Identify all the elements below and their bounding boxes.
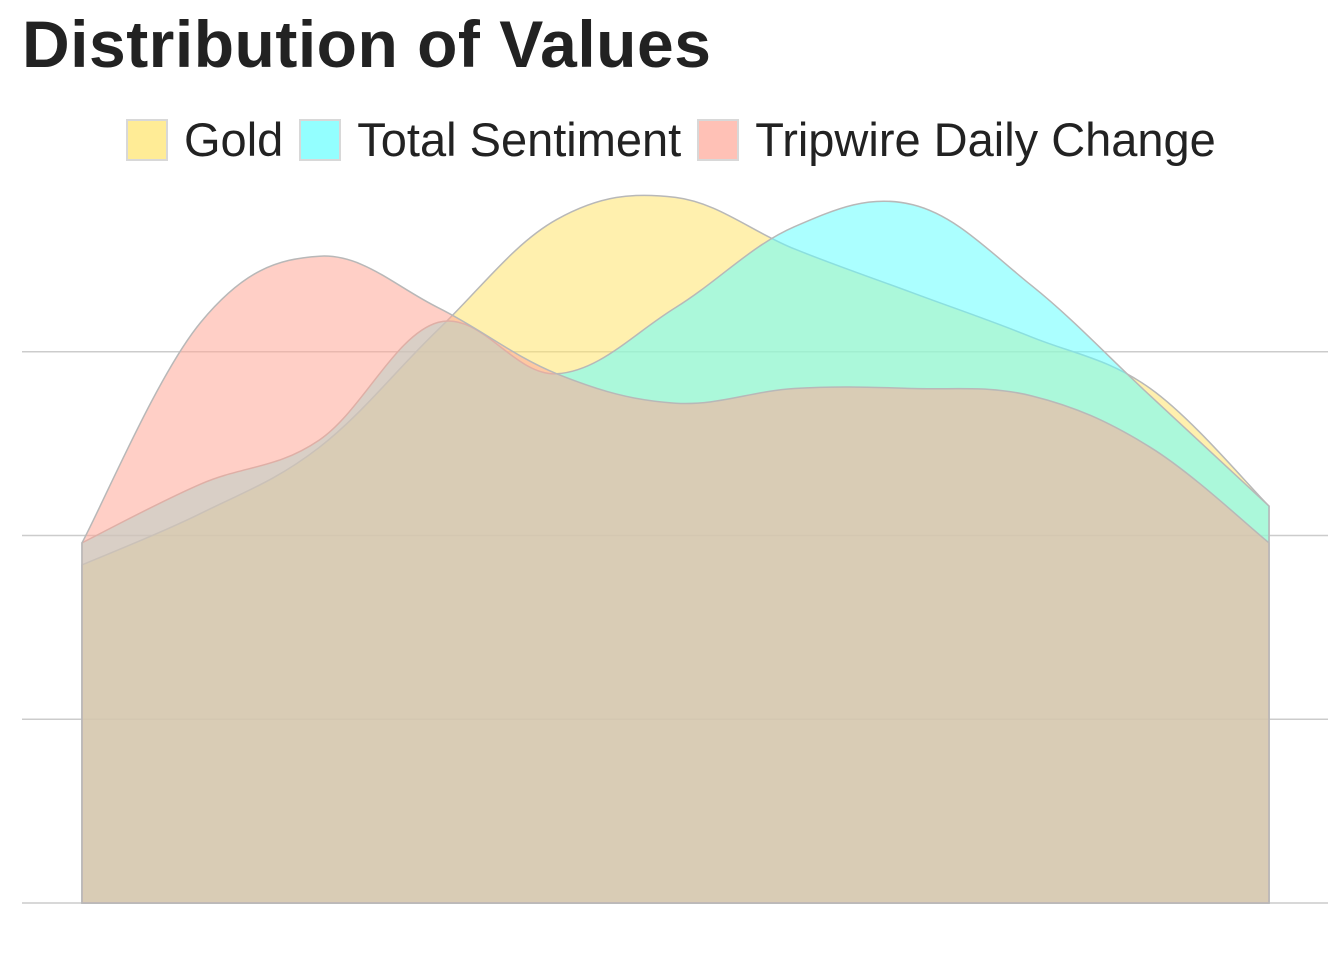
chart-title: Distribution of Values bbox=[22, 7, 712, 81]
legend-item-tripwire-daily-change: Tripwire Daily Change bbox=[697, 112, 1216, 167]
legend-swatch-total-sentiment bbox=[299, 118, 342, 161]
legend-label-gold: Gold bbox=[184, 113, 284, 166]
legend-label-total-sentiment: Total Sentiment bbox=[357, 113, 682, 166]
legend-swatch-gold bbox=[126, 118, 168, 161]
area-tripwire-daily-change bbox=[81, 255, 1270, 904]
legend-label-tripwire-daily-change: Tripwire Daily Change bbox=[755, 113, 1216, 166]
series-areas bbox=[81, 194, 1270, 904]
legend: Gold Total Sentiment Tripwire Daily Chan… bbox=[126, 112, 1232, 167]
legend-swatch-tripwire-daily-change bbox=[697, 118, 740, 161]
legend-item-gold: Gold bbox=[126, 112, 283, 167]
legend-item-total-sentiment: Total Sentiment bbox=[299, 112, 681, 167]
